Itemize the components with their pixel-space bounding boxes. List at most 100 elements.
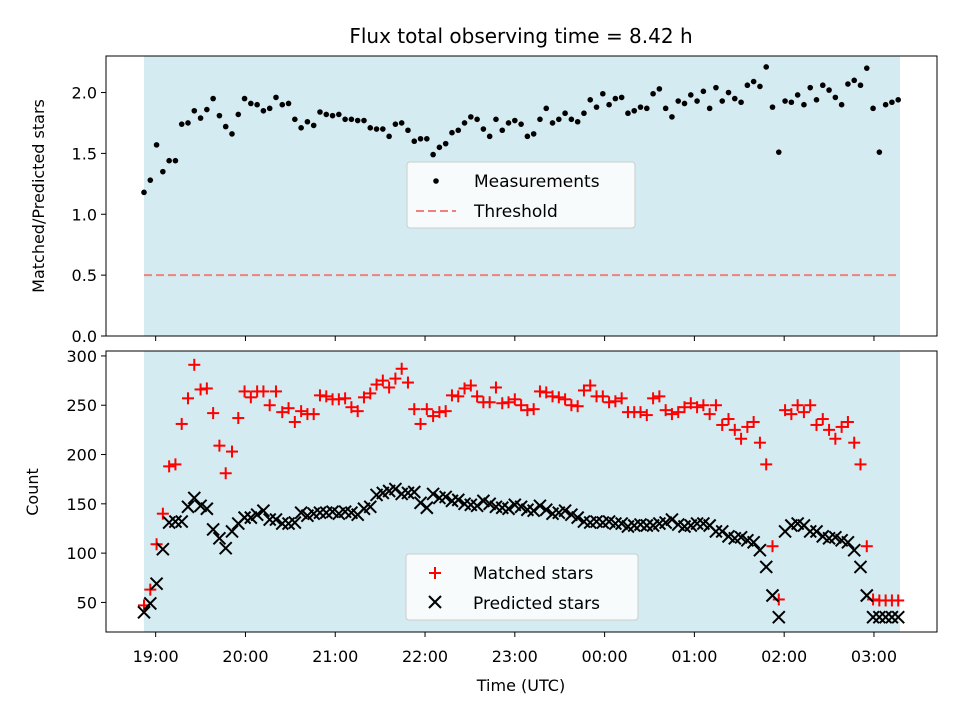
matched-star-point	[207, 407, 220, 420]
bottom-y-tick-label: 300	[66, 347, 97, 366]
measurement-point	[160, 168, 166, 175]
measurement-point	[260, 107, 267, 114]
measurement-point	[141, 189, 147, 196]
measurement-point	[417, 135, 424, 142]
measurement-point	[310, 122, 317, 129]
x-tick-label: 23:00	[492, 647, 538, 666]
measurement-point	[147, 177, 154, 183]
matched-star-point	[244, 391, 257, 404]
measurement-point	[248, 100, 254, 107]
matched-star-point	[848, 436, 861, 449]
matched-star-point	[653, 390, 666, 403]
measurement-point	[631, 107, 638, 114]
measurement-point	[706, 105, 713, 112]
measurement-point	[618, 94, 625, 101]
matched-star-point	[288, 415, 301, 428]
measurement-point	[449, 129, 455, 136]
measurement-point	[775, 149, 782, 155]
predicted-star-point	[269, 512, 283, 527]
matched-star-point	[816, 413, 829, 426]
predicted-star-point	[218, 541, 233, 555]
matched-star-point	[760, 458, 773, 471]
matched-star-point	[722, 413, 735, 426]
predicted-star-point	[872, 610, 887, 624]
predicted-star-point	[640, 518, 654, 533]
top-panel: 0.00.51.01.52.0 Matched/Predicted stars …	[29, 55, 938, 346]
measurement-point	[769, 104, 776, 110]
measurement-point	[405, 127, 411, 134]
measurement-point	[763, 64, 770, 70]
measurement-point	[292, 116, 298, 123]
measurement-point	[367, 125, 374, 131]
predicted-star-point	[250, 507, 264, 522]
top-y-axis-label: Matched/Predicted stars	[29, 99, 48, 293]
measurement-point	[857, 82, 864, 89]
top-legend-box	[406, 161, 636, 229]
matched-star-point	[854, 458, 867, 471]
measurement-point	[851, 77, 858, 84]
matched-star-point	[188, 358, 201, 371]
top-measurements-points	[141, 64, 902, 196]
measurement-point	[342, 116, 348, 123]
predicted-star-point	[407, 485, 421, 499]
measurement-point	[876, 149, 883, 155]
predicted-star-point	[451, 493, 465, 507]
measurement-point	[254, 101, 260, 108]
matched-star-point	[678, 401, 691, 414]
measurement-point	[731, 95, 738, 102]
measurement-point	[442, 140, 449, 147]
measurement-point	[537, 116, 543, 123]
matched-star-point	[257, 385, 270, 398]
legend-matched-marker	[429, 567, 441, 579]
matched-star-point	[804, 399, 817, 412]
measurement-point	[229, 131, 235, 137]
measurement-point	[304, 118, 311, 125]
matched-star-point	[691, 401, 704, 414]
predicted-star-point	[137, 605, 151, 619]
measurement-point	[725, 89, 732, 96]
matched-star-point	[238, 385, 251, 398]
matched-star-point	[163, 460, 176, 473]
measurement-point	[386, 133, 392, 140]
matched-star-point	[665, 408, 678, 421]
measurement-point	[750, 78, 757, 85]
measurement-point	[813, 97, 820, 103]
measurement-point	[436, 144, 443, 151]
legend-measurements-label: Measurements	[474, 172, 600, 192]
matched-star-point	[860, 540, 873, 553]
top-y-ticks: 0.0 0.5 1.0 1.5 2.0	[72, 84, 106, 346]
matched-stars-points	[138, 358, 905, 612]
predicted-star-point	[262, 512, 277, 527]
matched-star-point	[408, 403, 421, 416]
measurement-point	[612, 95, 619, 102]
bottom-y-axis-label: Count	[23, 468, 42, 516]
matched-star-point	[791, 399, 804, 412]
matched-star-point	[282, 402, 295, 415]
measurement-point	[279, 101, 286, 108]
measurement-point	[166, 157, 172, 164]
measurement-point	[719, 98, 726, 104]
measurement-point	[637, 104, 644, 110]
matched-star-point	[357, 391, 370, 404]
matched-star-point	[584, 379, 597, 392]
matched-star-point	[829, 432, 842, 445]
predicted-star-point	[212, 531, 227, 546]
measurement-point	[675, 98, 682, 104]
matched-star-point	[835, 420, 848, 433]
legend-predicted-label: Predicted stars	[473, 594, 600, 614]
predicted-star-point	[149, 576, 164, 591]
measurement-point	[241, 95, 248, 102]
measurement-point	[235, 111, 242, 118]
measurement-point	[819, 82, 826, 89]
matched-star-point	[389, 372, 402, 385]
measurement-point	[863, 65, 870, 71]
matched-star-point	[797, 406, 810, 419]
measurement-point	[480, 126, 487, 132]
x-tick-label: 00:00	[582, 647, 628, 666]
matched-star-point	[892, 594, 905, 607]
measurement-point	[782, 98, 788, 104]
x-tick-label: 03:00	[851, 647, 897, 666]
measurement-point	[298, 125, 304, 131]
matched-star-point	[647, 392, 660, 405]
